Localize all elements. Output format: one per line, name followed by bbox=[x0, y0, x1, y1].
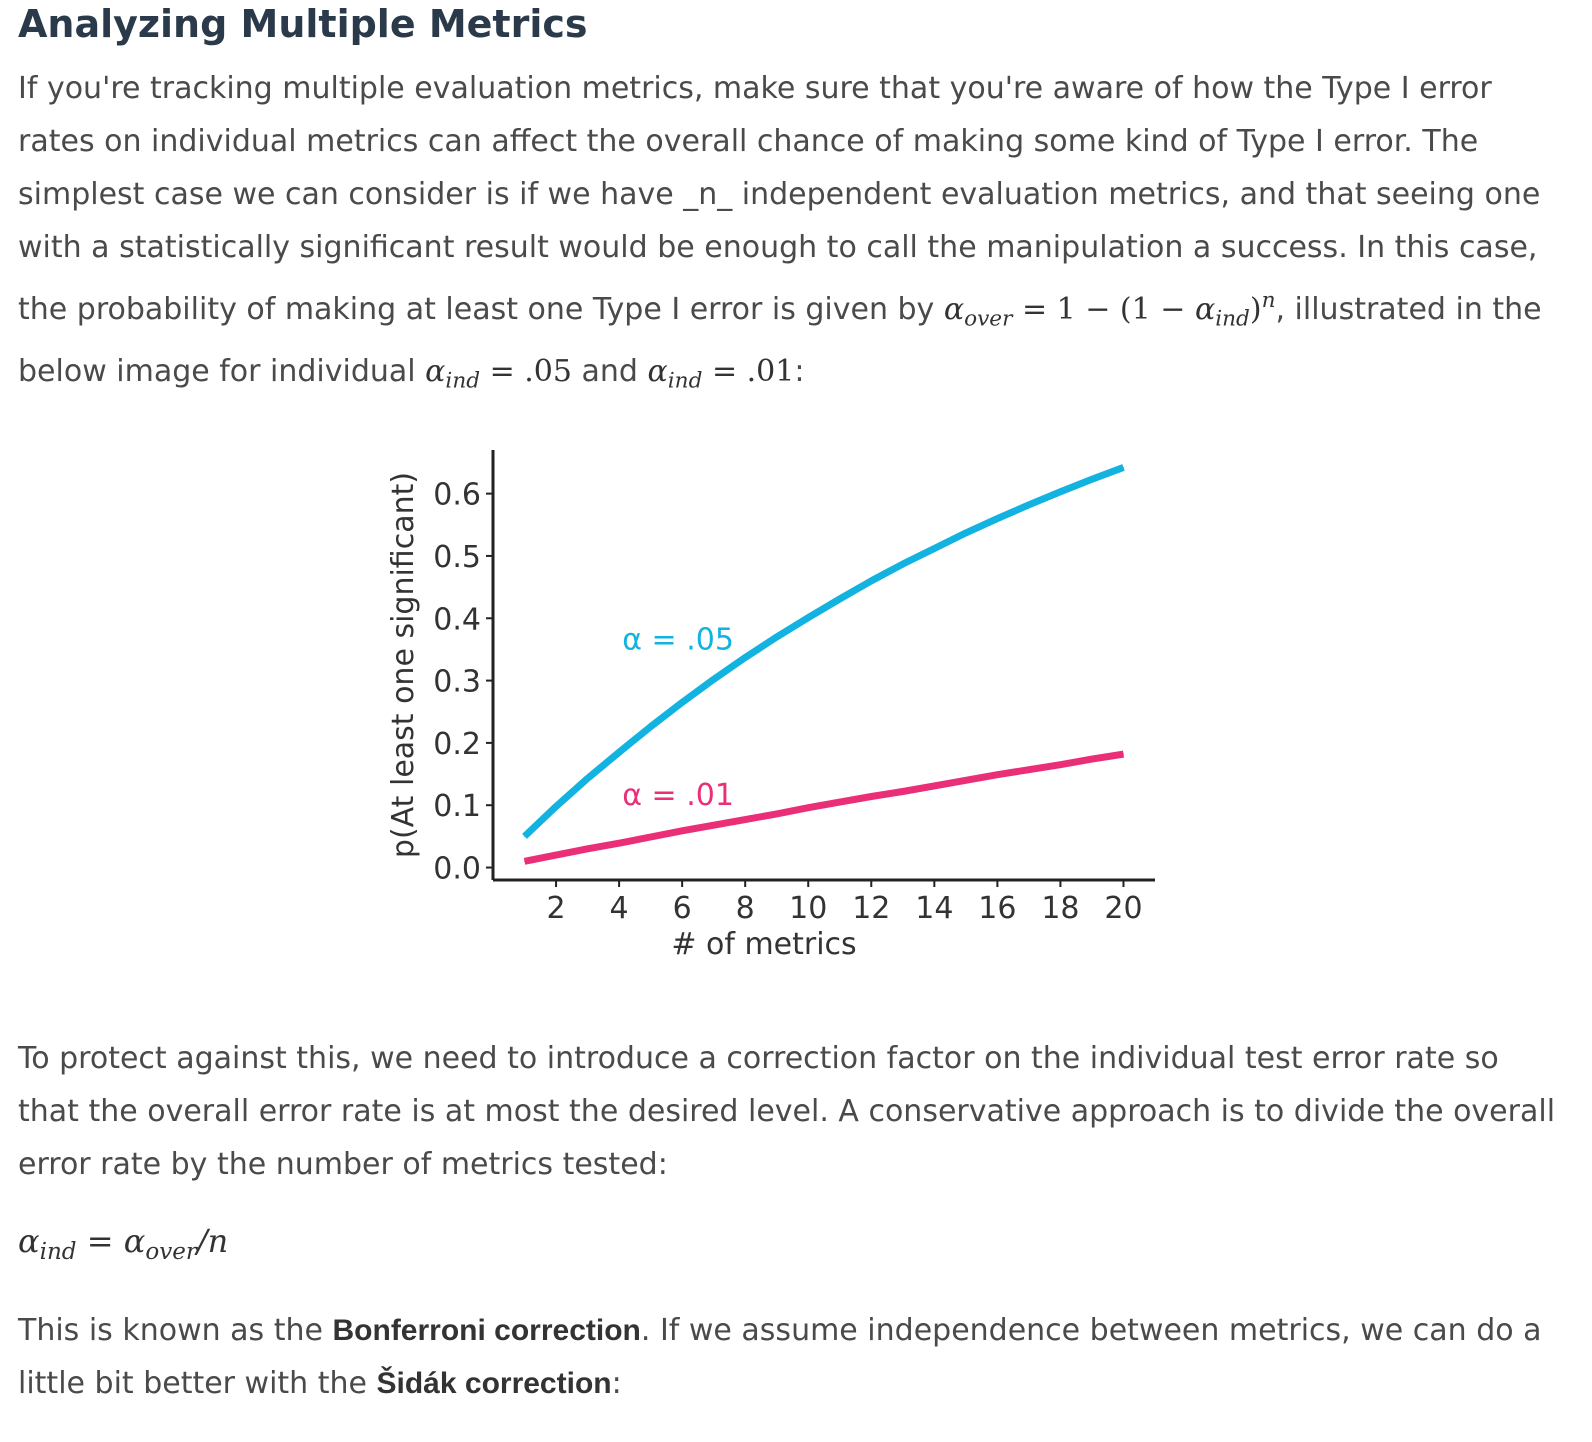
sidak-term: Šidák correction bbox=[376, 1367, 612, 1400]
overall-error-formula: αover = 1 − (1 − αind)n bbox=[943, 288, 1276, 332]
data-point-1 bbox=[744, 657, 746, 659]
x-axis-title: # of metrics bbox=[671, 927, 856, 962]
data-point-2 bbox=[933, 785, 935, 787]
data-point-2 bbox=[870, 795, 872, 797]
series-label-1: α = .05 bbox=[622, 622, 734, 657]
x-tick-label: 6 bbox=[673, 891, 692, 926]
y-tick-label: 0.2 bbox=[433, 727, 481, 762]
y-tick-label: 0.4 bbox=[433, 602, 481, 637]
alpha-01-formula: αind = .01 bbox=[647, 354, 795, 394]
data-point-2 bbox=[650, 836, 652, 838]
data-point-2 bbox=[713, 824, 715, 826]
bonferroni-term: Bonferroni correction bbox=[332, 1314, 641, 1347]
x-tick-label: 18 bbox=[1041, 891, 1079, 926]
y-axis-title: p(At least one significant) bbox=[386, 472, 421, 858]
data-point-1 bbox=[587, 777, 589, 779]
sidak-paragraph: This is known as the Bonferroni correcti… bbox=[18, 1313, 1542, 1401]
data-point-1 bbox=[870, 580, 872, 582]
y-tick-label: 0.3 bbox=[433, 665, 481, 700]
y-tick-label: 0.0 bbox=[433, 852, 481, 887]
data-point-1 bbox=[1028, 504, 1030, 506]
data-point-2 bbox=[1122, 753, 1124, 755]
data-point-1 bbox=[650, 726, 652, 728]
data-point-1 bbox=[996, 518, 998, 520]
data-point-1 bbox=[618, 751, 620, 753]
series-line-1 bbox=[522, 464, 1125, 839]
data-point-2 bbox=[587, 848, 589, 850]
error-rate-chart: 0.0 0.1 0.2 0.3 0.4 0.5 0.6 2 4 6 8 10 12 14 16 18 20 # o… bbox=[386, 450, 1155, 962]
x-tick-label: 12 bbox=[852, 891, 890, 926]
data-point-2 bbox=[1091, 758, 1093, 760]
x-tick-label: 14 bbox=[915, 891, 953, 926]
y-tick-label: 0.6 bbox=[433, 478, 481, 513]
data-point-2 bbox=[776, 813, 778, 815]
intro-text-2: , illustrated in the below image for ind… bbox=[18, 291, 1542, 390]
intro-text: If you're tracking multiple evaluation m… bbox=[18, 71, 1541, 327]
data-point-1 bbox=[902, 563, 904, 565]
alpha-05-formula: αind = .05 bbox=[425, 354, 572, 394]
data-point-2 bbox=[839, 801, 841, 803]
data-point-1 bbox=[933, 547, 935, 549]
y-tick-label: 0.5 bbox=[433, 540, 481, 575]
data-point-2 bbox=[555, 854, 557, 856]
series-label-2: α = .01 bbox=[622, 778, 734, 813]
bonferroni-equation: αind = αover/n bbox=[18, 1222, 229, 1265]
series-line-2 bbox=[523, 750, 1125, 865]
data-point-2 bbox=[902, 791, 904, 793]
data-point-1 bbox=[1059, 491, 1061, 493]
x-tick-label: 16 bbox=[978, 891, 1016, 926]
data-point-1 bbox=[807, 617, 809, 619]
data-point-1 bbox=[713, 678, 715, 680]
data-point-1 bbox=[555, 805, 557, 807]
data-point-1 bbox=[776, 636, 778, 638]
data-point-2 bbox=[744, 819, 746, 821]
x-tick-label: 10 bbox=[789, 891, 827, 926]
data-point-1 bbox=[1122, 466, 1124, 468]
data-point-2 bbox=[618, 842, 620, 844]
intro-paragraph: If you're tracking multiple evaluation m… bbox=[18, 71, 1542, 394]
data-point-2 bbox=[1059, 764, 1061, 766]
data-point-2 bbox=[524, 860, 526, 862]
data-point-1 bbox=[965, 532, 967, 534]
data-point-2 bbox=[965, 779, 967, 781]
data-point-1 bbox=[524, 835, 526, 837]
data-point-1 bbox=[681, 701, 683, 703]
x-tick-label: 20 bbox=[1104, 891, 1142, 926]
x-tick-label: 2 bbox=[547, 891, 566, 926]
data-point-2 bbox=[996, 774, 998, 776]
section-heading: Analyzing Multiple Metrics bbox=[18, 2, 588, 46]
data-point-1 bbox=[839, 598, 841, 600]
y-tick-label: 0.1 bbox=[433, 789, 481, 824]
x-tick-label: 4 bbox=[610, 891, 629, 926]
x-tick-label: 8 bbox=[736, 891, 755, 926]
data-point-2 bbox=[1028, 769, 1030, 771]
correction-paragraph: To protect against this, we need to intr… bbox=[18, 1041, 1556, 1182]
data-point-1 bbox=[1091, 478, 1093, 480]
data-point-2 bbox=[807, 807, 809, 809]
data-point-2 bbox=[681, 830, 683, 832]
